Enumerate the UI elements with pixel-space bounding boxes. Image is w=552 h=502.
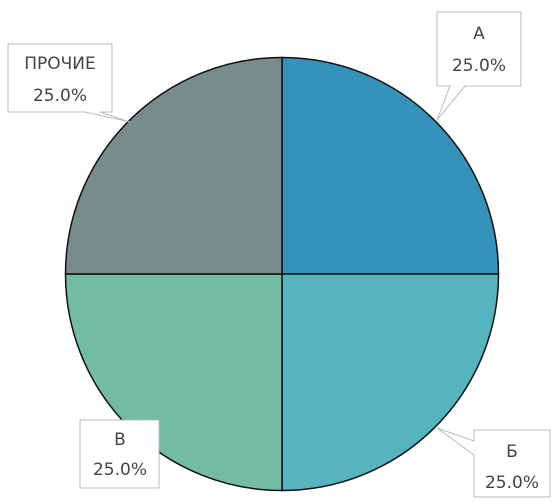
data-label-value: 25.0% — [93, 460, 147, 480]
pie-slice — [281, 273, 500, 492]
data-callout — [436, 427, 551, 498]
data-callout — [79, 419, 160, 489]
data-label-name: Б — [506, 442, 518, 462]
data-callout — [436, 11, 522, 121]
pie-slice — [64, 56, 283, 275]
data-label-value: 25.0% — [485, 473, 539, 493]
data-label-name: В — [114, 430, 126, 450]
pie-slice — [281, 56, 500, 275]
data-label-name: ПРОЧИЕ — [24, 54, 96, 74]
data-label-value: 25.0% — [33, 86, 87, 106]
data-callout — [7, 43, 131, 123]
data-label-value: 25.0% — [452, 56, 506, 76]
data-label-name: А — [473, 24, 485, 44]
